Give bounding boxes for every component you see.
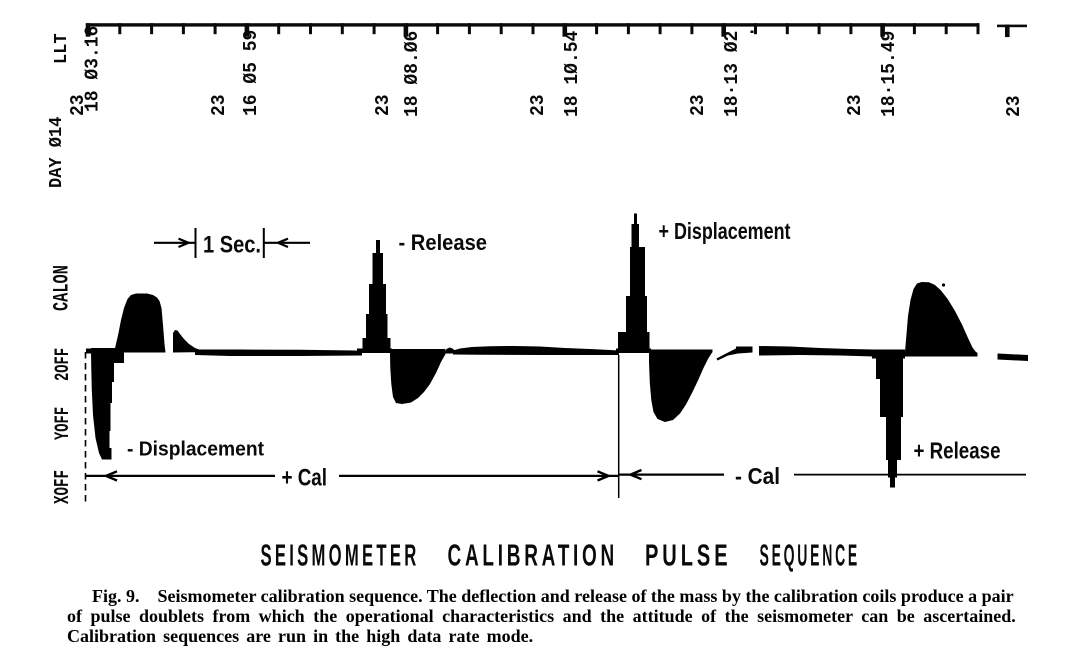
- svg-text:23: 23: [66, 94, 89, 116]
- svg-text:23: 23: [1002, 95, 1025, 117]
- svg-text:YOFF: YOFF: [52, 407, 76, 440]
- svg-text:23: 23: [526, 94, 549, 116]
- svg-text:18 1Ø.54: 18 1Ø.54: [560, 31, 583, 117]
- svg-text:23: 23: [843, 94, 866, 116]
- svg-text:18·15.49: 18·15.49: [877, 31, 900, 117]
- svg-text:PULSE: PULSE: [645, 539, 732, 573]
- svg-text:1 Sec.: 1 Sec.: [203, 232, 261, 259]
- svg-text:18·13 Ø2: 18·13 Ø2: [720, 31, 743, 117]
- svg-text:18 Ø3.16: 18 Ø3.16: [81, 26, 104, 112]
- svg-text:LLT: LLT: [51, 33, 72, 64]
- svg-text:- Cal: - Cal: [735, 463, 780, 489]
- svg-text:CALON: CALON: [49, 265, 75, 311]
- svg-text:23: 23: [686, 94, 709, 116]
- svg-text:+ Displacement: + Displacement: [659, 218, 791, 244]
- svg-text:DAY Ø14: DAY Ø14: [46, 116, 67, 188]
- svg-text:CALIBRATION: CALIBRATION: [448, 539, 619, 573]
- svg-text:+ Release: + Release: [914, 438, 1001, 464]
- svg-text:16 Ø5 59: 16 Ø5 59: [239, 30, 262, 116]
- svg-text:+ Cal: + Cal: [282, 465, 328, 492]
- svg-text:SEQUENCE: SEQUENCE: [760, 539, 861, 573]
- svg-text:- Displacement: - Displacement: [127, 438, 264, 461]
- svg-text:SEISMOMETER: SEISMOMETER: [261, 539, 420, 573]
- svg-text:- Release: - Release: [399, 230, 488, 255]
- svg-text:18 Ø8.Ø6: 18 Ø8.Ø6: [400, 31, 423, 117]
- svg-text:23: 23: [371, 94, 394, 116]
- svg-text:2OFF: 2OFF: [52, 348, 76, 381]
- svg-text:XOFF: XOFF: [52, 470, 76, 504]
- svg-text:23: 23: [207, 94, 230, 116]
